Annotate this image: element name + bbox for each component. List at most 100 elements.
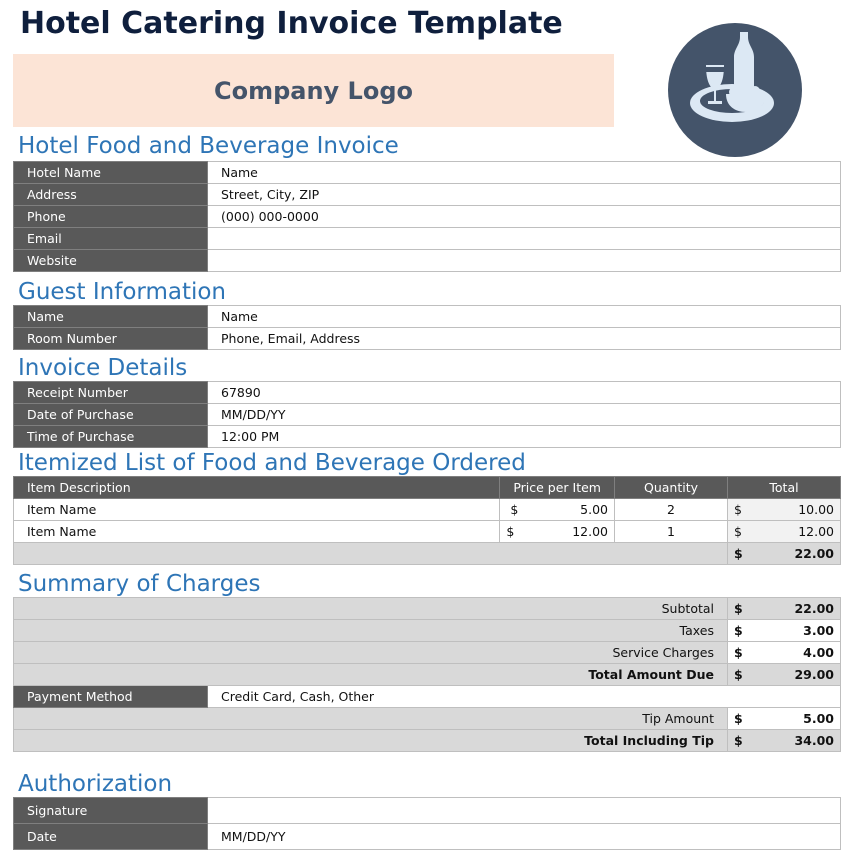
- item-price[interactable]: $5.00: [499, 498, 615, 521]
- field-label: Time of Purchase: [13, 425, 208, 448]
- summary-row-taxes: Taxes $3.00: [13, 619, 841, 642]
- receipt-number-field[interactable]: 67890: [207, 381, 841, 404]
- invoice-details-table: Receipt Number 67890 Date of Purchase MM/D…: [13, 381, 841, 448]
- currency-symbol: $: [734, 546, 743, 561]
- summary-row-subtotal: Subtotal $22.00: [13, 597, 841, 620]
- section-heading-summary: Summary of Charges: [18, 571, 261, 597]
- table-row: Email: [13, 227, 841, 250]
- field-label: Date: [13, 823, 208, 850]
- column-header: Item Description: [12, 476, 501, 499]
- payment-method-field[interactable]: Credit Card, Cash, Other: [207, 685, 841, 708]
- date-of-purchase-field[interactable]: MM/DD/YY: [207, 403, 841, 426]
- table-row: Name Name: [13, 305, 841, 328]
- item-price[interactable]: $12.00: [499, 520, 615, 543]
- address-field[interactable]: Street, City, ZIP: [207, 183, 841, 206]
- authorization-table: Signature Date MM/DD/YY: [13, 797, 841, 850]
- currency-symbol: $: [734, 502, 742, 517]
- currency-symbol: $: [506, 524, 515, 539]
- guest-name-field[interactable]: Name: [207, 305, 841, 328]
- guest-info-table: Name Name Room Number Phone, Email, Addres…: [13, 305, 841, 350]
- table-row: Hotel Name Name: [13, 161, 841, 184]
- item-description[interactable]: Item Name: [12, 520, 501, 543]
- service-charges-field[interactable]: $4.00: [727, 641, 841, 664]
- hotel-info-table: Hotel Name Name Address Street, City, ZIP …: [13, 161, 841, 272]
- table-row: Receipt Number 67890: [13, 381, 841, 404]
- table-row: Address Street, City, ZIP: [13, 183, 841, 206]
- summary-label: Tip Amount: [13, 707, 728, 730]
- section-heading-invoice: Invoice Details: [18, 355, 188, 381]
- currency-symbol: $: [734, 645, 743, 660]
- field-label: Date of Purchase: [13, 403, 208, 426]
- summary-label: Total Including Tip: [13, 729, 728, 752]
- item-quantity[interactable]: 2: [614, 498, 728, 521]
- summary-row-total-due: Total Amount Due $29.00: [13, 663, 841, 686]
- table-row: Website: [13, 249, 841, 272]
- field-label: Email: [13, 227, 208, 250]
- time-of-purchase-field[interactable]: 12:00 PM: [207, 425, 841, 448]
- section-heading-items: Itemized List of Food and Beverage Order…: [18, 450, 526, 476]
- items-grand-total: $22.00: [727, 542, 841, 565]
- logo-text: Company Logo: [213, 76, 414, 105]
- summary-label: Total Amount Due: [13, 663, 728, 686]
- tray-wine-bottle-icon: [668, 23, 802, 157]
- summary-table: Subtotal $22.00 Taxes $3.00 Service Charge…: [13, 597, 841, 752]
- tip-value: 5.00: [803, 711, 834, 726]
- currency-symbol: $: [734, 601, 743, 616]
- field-label: Signature: [13, 797, 208, 824]
- field-label: Address: [13, 183, 208, 206]
- website-field[interactable]: [207, 249, 841, 272]
- table-row: Item Name $5.00 2 $10.00: [12, 498, 841, 521]
- field-label: Payment Method: [13, 685, 208, 708]
- summary-label: Taxes: [13, 619, 728, 642]
- summary-label: Subtotal: [13, 597, 728, 620]
- table-row: Item Name $12.00 1 $12.00: [12, 520, 841, 543]
- currency-symbol: $: [734, 524, 742, 539]
- column-header: Quantity: [614, 476, 728, 499]
- authorization-date-field[interactable]: MM/DD/YY: [207, 823, 841, 850]
- table-row: Date of Purchase MM/DD/YY: [13, 403, 841, 426]
- section-heading-hotel: Hotel Food and Beverage Invoice: [18, 133, 399, 159]
- total-tip-value: 34.00: [794, 733, 834, 748]
- table-row: Time of Purchase 12:00 PM: [13, 425, 841, 448]
- item-description[interactable]: Item Name: [12, 498, 501, 521]
- summary-label: Service Charges: [13, 641, 728, 664]
- section-heading-guest: Guest Information: [18, 279, 226, 305]
- currency-symbol: $: [734, 667, 743, 682]
- field-label: Receipt Number: [13, 381, 208, 404]
- service-value: 4.00: [803, 645, 834, 660]
- email-field[interactable]: [207, 227, 841, 250]
- currency-symbol: $: [734, 711, 743, 726]
- taxes-field[interactable]: $3.00: [727, 619, 841, 642]
- price-value: 12.00: [572, 524, 608, 539]
- item-total: $12.00: [727, 520, 841, 543]
- field-label: Name: [13, 305, 208, 328]
- items-total-row: $22.00: [13, 542, 841, 565]
- table-header-row: Item Description Price per Item Quantity…: [12, 476, 841, 499]
- total-value: 10.00: [798, 502, 834, 517]
- page-title: Hotel Catering Invoice Template: [20, 6, 563, 41]
- grand-total-value: 22.00: [794, 546, 834, 561]
- column-header: Total: [727, 476, 841, 499]
- tip-amount-field[interactable]: $5.00: [727, 707, 841, 730]
- summary-row-payment: Payment Method Credit Card, Cash, Other: [13, 685, 841, 708]
- currency-symbol: $: [734, 733, 743, 748]
- item-quantity[interactable]: 1: [614, 520, 728, 543]
- items-table: Item Description Price per Item Quantity…: [12, 476, 841, 565]
- room-number-field[interactable]: Phone, Email, Address: [207, 327, 841, 350]
- field-label: Hotel Name: [13, 161, 208, 184]
- section-heading-authorization: Authorization: [18, 771, 173, 797]
- phone-field[interactable]: (000) 000-0000: [207, 205, 841, 228]
- total-value: 12.00: [798, 524, 834, 539]
- signature-field[interactable]: [207, 797, 841, 824]
- price-value: 5.00: [580, 502, 608, 517]
- hotel-name-field[interactable]: Name: [207, 161, 841, 184]
- summary-row-total-tip: Total Including Tip $34.00: [13, 729, 841, 752]
- currency-symbol: $: [734, 623, 743, 638]
- table-row: Phone (000) 000-0000: [13, 205, 841, 228]
- total-due-value: 29.00: [794, 667, 834, 682]
- table-row: Room Number Phone, Email, Address: [13, 327, 841, 350]
- summary-row-tip: Tip Amount $5.00: [13, 707, 841, 730]
- table-row: Date MM/DD/YY: [13, 823, 841, 850]
- company-logo-placeholder[interactable]: Company Logo: [13, 54, 614, 127]
- field-label: Phone: [13, 205, 208, 228]
